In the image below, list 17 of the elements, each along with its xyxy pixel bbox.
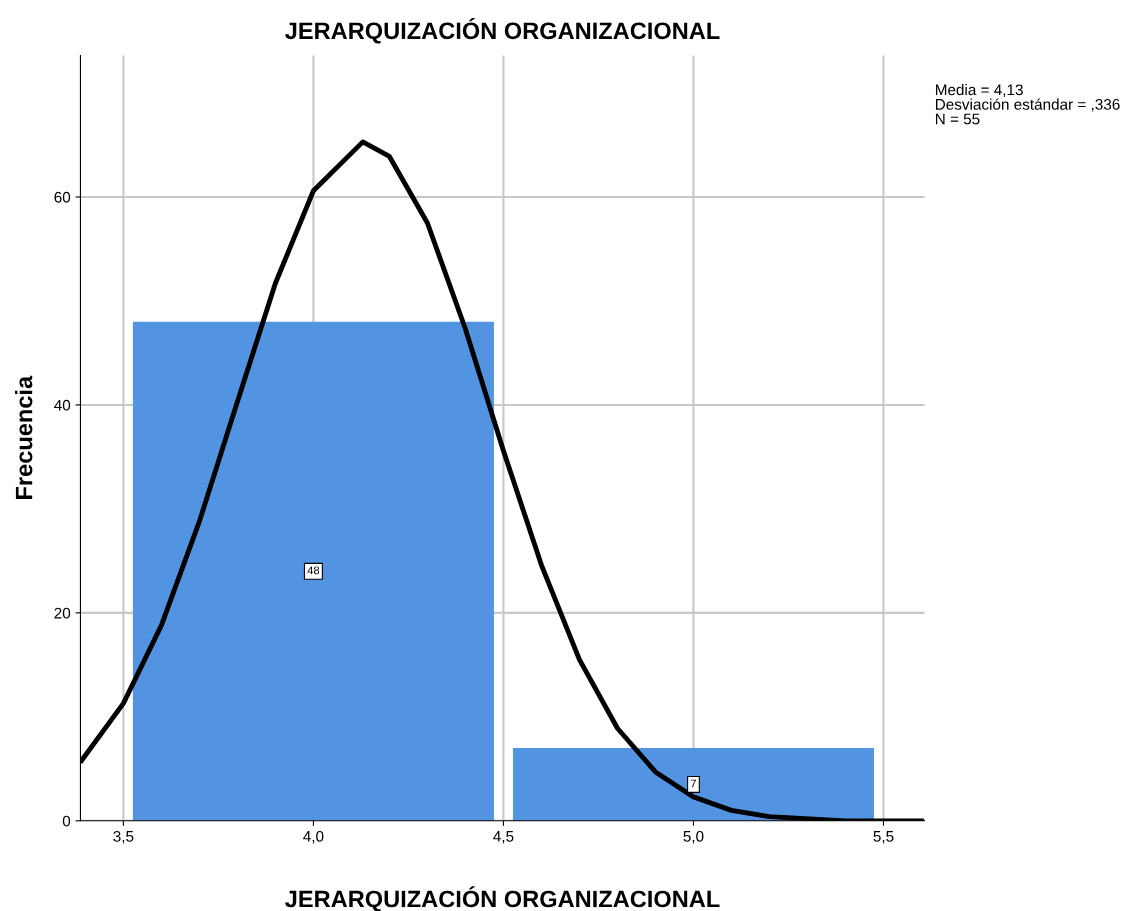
x-axis-title: JERARQUIZACIÓN ORGANIZACIONAL: [285, 886, 720, 911]
x-tick-label: 4,0: [303, 830, 324, 844]
x-tick-label: 4,5: [493, 831, 514, 844]
y-tick-label: 60: [54, 191, 71, 203]
data-label: 7: [690, 779, 696, 788]
data-label: 48: [307, 566, 320, 575]
y-axis-title: Frecuencia: [15, 375, 33, 499]
y-tick-label: 40: [54, 399, 71, 411]
x-tick-label: 5,5: [873, 831, 894, 844]
text: Media = 4,13: [935, 83, 1023, 98]
text: N = 55: [935, 113, 980, 125]
x-tick-label: 3,5: [113, 830, 134, 844]
y-tick-label: 20: [54, 607, 71, 619]
text: Desviación estándar = ,336: [935, 98, 1120, 112]
x-tick-label: 5,0: [683, 830, 704, 844]
chart-title: JERARQUIZACIÓN ORGANIZACIONAL: [285, 17, 720, 44]
y-tick-label: 0: [62, 815, 71, 827]
